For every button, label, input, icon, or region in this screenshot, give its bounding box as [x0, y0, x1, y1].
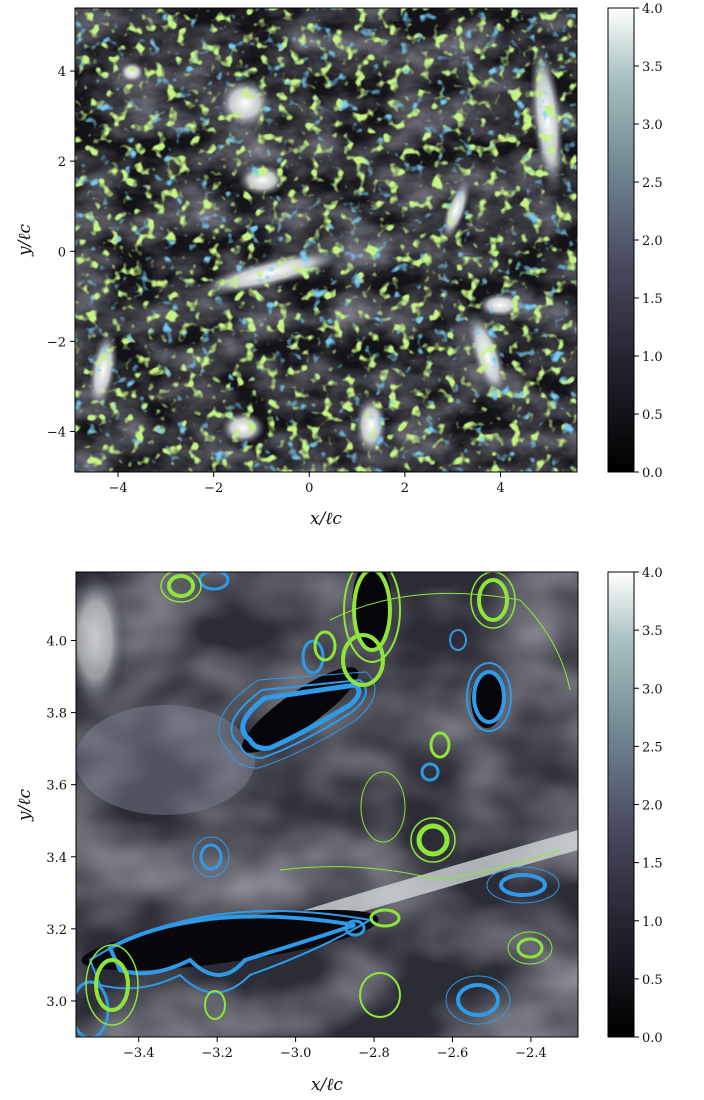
- bottom-x-tick-label: −2.6: [437, 1046, 469, 1061]
- top-y-tick-label: −2: [47, 335, 66, 350]
- bottom-colorbar-tick-label: 4.0: [642, 566, 663, 581]
- top-colorbar: [607, 7, 635, 473]
- bottom-x-tick-label: −3.2: [201, 1046, 233, 1061]
- top-colorbar-tick-label: 2.0: [642, 234, 663, 249]
- bottom-y-tick-label: 3.0: [46, 995, 67, 1010]
- top-colorbar-tick-label: 1.5: [642, 292, 663, 307]
- bottom-green-contours: [85, 572, 571, 1026]
- top-y-axis-label: y/ℓc: [15, 224, 35, 257]
- top-colorbar-tick-label: 4.0: [642, 2, 663, 17]
- bottom-plot-frame: [75, 571, 579, 1038]
- bottom-heatmap-image: [76, 572, 578, 1037]
- bottom-colorbar: [607, 571, 635, 1038]
- bottom-panel: −3.4 −3.2 −3.0 −2.8 −2.6 −2.4 3.0 3.2 3.4 3.6 3.8…: [15, 566, 663, 1095]
- bottom-y-tick-label: 3.6: [46, 779, 67, 794]
- top-y-tick-label: 0: [58, 245, 66, 260]
- bottom-y-tick-label: 4.0: [46, 634, 67, 649]
- top-colorbar-tick-label: 0.5: [642, 408, 663, 423]
- top-heatmap-image: [75, 8, 577, 472]
- top-colorbar-ticks: 0.0 0.5 1.0 1.5 2.0 2.5 3.0 3.5 4.0: [634, 2, 663, 481]
- top-x-axis: −4 −2 0 2 4: [108, 472, 505, 496]
- bottom-y-tick-label: 3.2: [46, 923, 67, 938]
- top-y-tick-label: 4: [58, 65, 66, 80]
- bottom-x-axis: −3.4 −3.2 −3.0 −2.8 −2.6 −2.4: [123, 1037, 547, 1061]
- bottom-colorbar-tick-label: 3.5: [642, 624, 663, 639]
- bottom-y-axis: 3.0 3.2 3.4 3.6 3.8 4.0: [46, 634, 76, 1010]
- top-colorbar-tick-label: 3.5: [642, 60, 663, 75]
- bottom-colorbar-tick-label: 0.0: [642, 1031, 663, 1046]
- top-x-axis-label: x/ℓc: [310, 509, 342, 529]
- top-x-tick-label: 4: [496, 481, 504, 496]
- bottom-x-tick-label: −2.8: [358, 1046, 390, 1061]
- bottom-x-tick-label: −3.4: [123, 1046, 155, 1061]
- top-colorbar-tick-label: 2.5: [642, 176, 663, 191]
- bottom-x-tick-label: −2.4: [515, 1046, 547, 1061]
- top-panel: −4 −2 0 2 4 −4 −2 0 2 4 x/ℓc y/ℓc 0.0 0.5 1.0 1.5 2.…: [15, 2, 663, 529]
- bottom-colorbar-tick-label: 2.5: [642, 740, 663, 755]
- bottom-colorbar-tick-label: 2.0: [642, 799, 663, 814]
- top-x-tick-label: −2: [204, 481, 223, 496]
- bottom-colorbar-tick-label: 3.0: [642, 682, 663, 697]
- top-x-tick-label: −4: [108, 481, 127, 496]
- top-colorbar-tick-label: 0.0: [642, 466, 663, 481]
- bottom-y-tick-label: 3.4: [46, 851, 67, 866]
- top-colorbar-tick-label: 1.0: [642, 350, 663, 365]
- bottom-colorbar-tick-label: 0.5: [642, 973, 663, 988]
- bottom-y-tick-label: 3.8: [46, 707, 67, 722]
- bottom-x-tick-label: −3.0: [280, 1046, 312, 1061]
- bottom-colorbar-tick-label: 1.5: [642, 857, 663, 872]
- bottom-y-axis-label: y/ℓc: [15, 789, 35, 822]
- top-plot-frame: [74, 7, 578, 473]
- bottom-colorbar-tick-label: 1.0: [642, 915, 663, 930]
- top-y-tick-label: 2: [58, 155, 66, 170]
- bottom-colorbar-ticks: 0.0 0.5 1.0 1.5 2.0 2.5 3.0 3.5 4.0: [634, 566, 663, 1046]
- top-y-tick-label: −4: [47, 425, 66, 440]
- top-x-tick-label: 2: [401, 481, 409, 496]
- top-x-tick-label: 0: [305, 481, 313, 496]
- top-y-axis: −4 −2 0 2 4: [47, 65, 75, 440]
- top-colorbar-tick-label: 3.0: [642, 118, 663, 133]
- bottom-x-axis-label: x/ℓc: [311, 1075, 343, 1095]
